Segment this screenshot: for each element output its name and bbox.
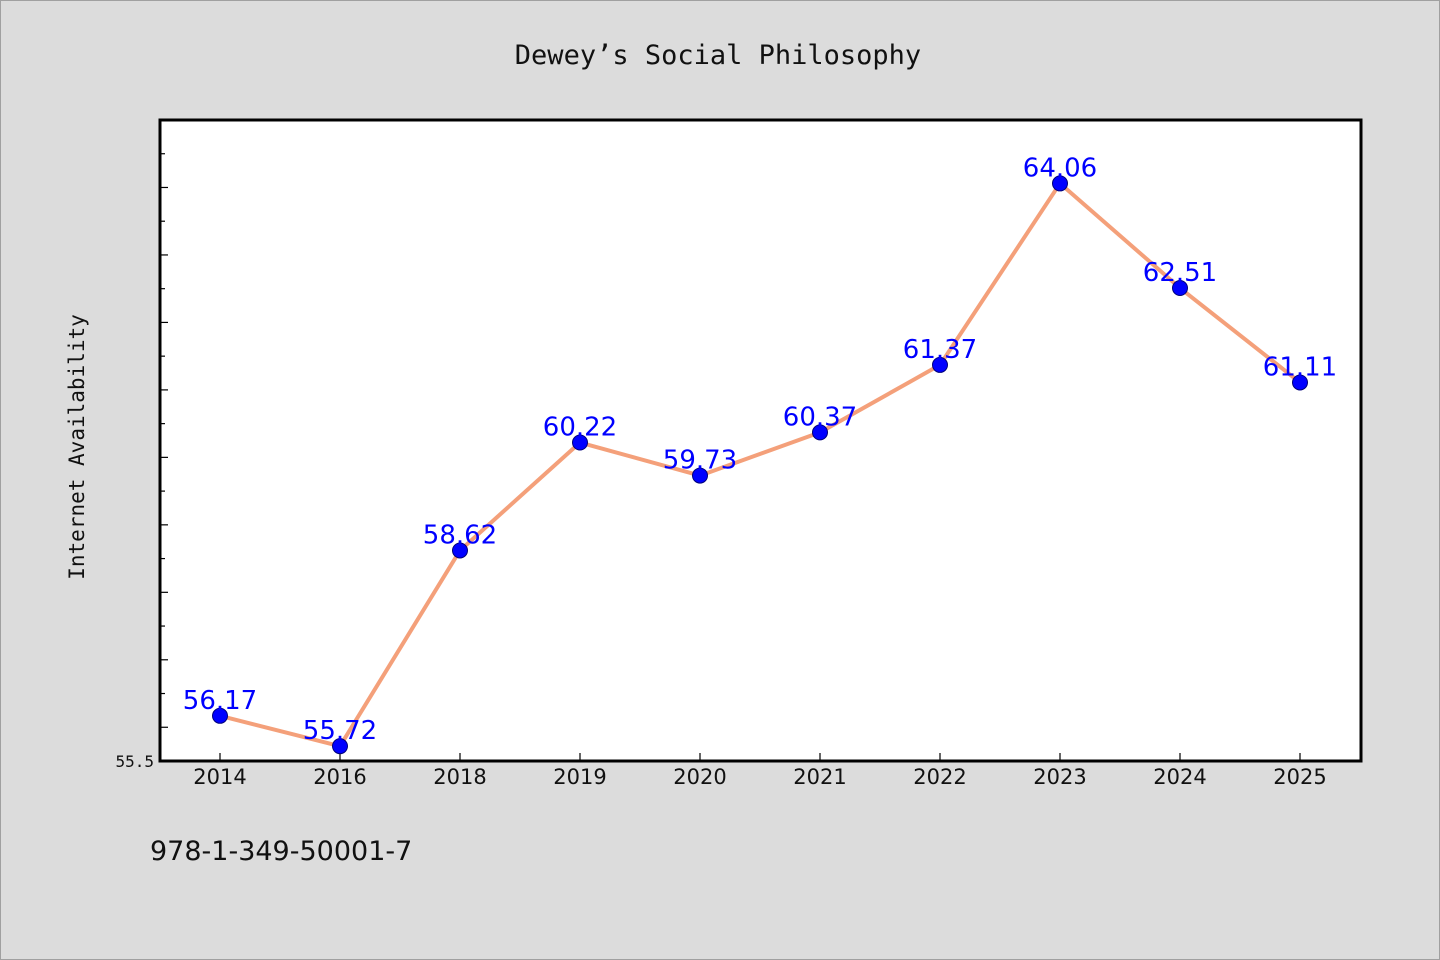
x-tick-label: 2016	[313, 765, 366, 789]
data-label: 59.73	[663, 446, 737, 476]
data-point	[1292, 374, 1308, 391]
data-label: 56.17	[183, 686, 257, 716]
chart-title: Dewey’s Social Philosophy	[515, 40, 921, 71]
data-label: 60.22	[543, 413, 617, 443]
x-tick-label: 2023	[1033, 765, 1086, 789]
data-label: 60.37	[783, 402, 857, 432]
data-label: 64.06	[1023, 153, 1097, 183]
x-tick-label: 2019	[553, 765, 606, 789]
isbn-label: 978-1-349-50001-7	[150, 836, 413, 867]
x-tick-label: 2021	[793, 765, 846, 789]
data-point	[572, 434, 588, 451]
data-point	[692, 467, 708, 484]
data-label: 61.37	[903, 335, 977, 365]
series-line	[218, 181, 1302, 749]
y-tick-label: 55.5	[115, 752, 154, 771]
x-tick-label: 2022	[913, 765, 966, 789]
y-axis-label: Internet Availability	[65, 314, 89, 580]
x-axis-ticks: 2014 2016 2018 2019 2020 2021 2022 2023 2024 2025	[193, 753, 1327, 789]
x-tick-label: 2025	[1273, 765, 1326, 789]
plot-area	[158, 118, 1363, 763]
data-label: 62.51	[1143, 258, 1217, 288]
data-label: 58.62	[423, 520, 497, 550]
y-axis-ticks: 55.5	[115, 119, 168, 771]
x-tick-label: 2018	[433, 765, 486, 789]
x-tick-label: 2024	[1153, 765, 1206, 789]
x-tick-label: 2020	[673, 765, 726, 789]
data-point	[212, 707, 228, 724]
data-point	[332, 738, 348, 755]
data-point	[1052, 175, 1068, 192]
data-point	[1172, 280, 1188, 297]
data-point	[812, 424, 828, 441]
data-label: 55.72	[303, 716, 377, 746]
data-point	[932, 356, 948, 373]
data-label: 61.11	[1263, 352, 1337, 382]
series-layer: 56.17 55.72 58.62 60.22 59.73 60.37 61.37 64.06…	[183, 153, 1337, 755]
x-tick-label: 2014	[193, 765, 246, 789]
data-point	[452, 542, 468, 559]
